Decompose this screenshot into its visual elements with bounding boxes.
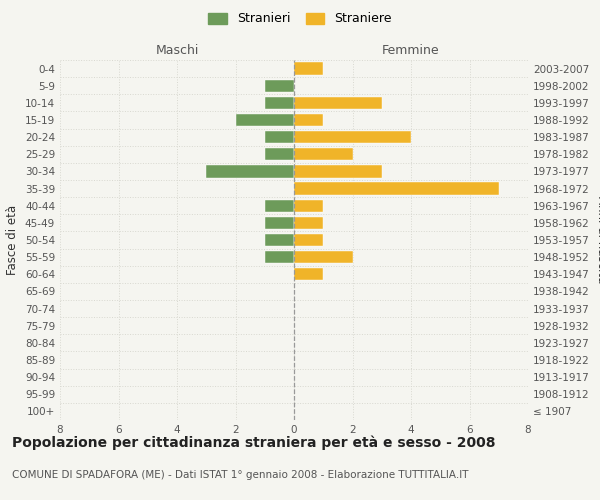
- Bar: [294, 251, 353, 264]
- Bar: [265, 148, 294, 160]
- Bar: [265, 234, 294, 246]
- Bar: [294, 148, 353, 160]
- Bar: [294, 200, 323, 212]
- Bar: [294, 114, 323, 126]
- Bar: [265, 216, 294, 229]
- Text: Popolazione per cittadinanza straniera per età e sesso - 2008: Popolazione per cittadinanza straniera p…: [12, 435, 496, 450]
- Legend: Stranieri, Straniere: Stranieri, Straniere: [205, 8, 395, 29]
- Bar: [265, 80, 294, 92]
- Bar: [294, 62, 323, 74]
- Bar: [265, 251, 294, 264]
- Bar: [294, 131, 411, 143]
- Bar: [294, 268, 323, 280]
- Y-axis label: Anni di nascita: Anni di nascita: [595, 196, 600, 284]
- Text: Maschi: Maschi: [155, 44, 199, 58]
- Text: Femmine: Femmine: [382, 44, 440, 58]
- Bar: [206, 166, 294, 177]
- Bar: [294, 166, 382, 177]
- Bar: [294, 182, 499, 194]
- Bar: [294, 96, 382, 109]
- Bar: [294, 216, 323, 229]
- Bar: [265, 131, 294, 143]
- Bar: [235, 114, 294, 126]
- Y-axis label: Fasce di età: Fasce di età: [7, 205, 19, 275]
- Bar: [265, 96, 294, 109]
- Bar: [294, 234, 323, 246]
- Bar: [265, 200, 294, 212]
- Text: COMUNE DI SPADAFORA (ME) - Dati ISTAT 1° gennaio 2008 - Elaborazione TUTTITALIA.: COMUNE DI SPADAFORA (ME) - Dati ISTAT 1°…: [12, 470, 469, 480]
